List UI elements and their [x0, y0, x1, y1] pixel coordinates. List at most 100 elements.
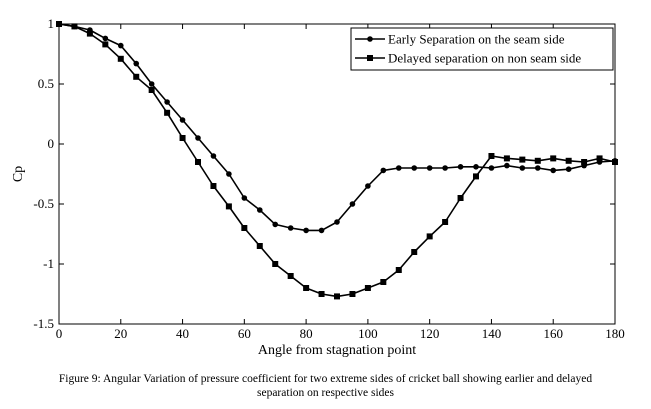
series-2-point	[210, 183, 217, 189]
series-2-point	[581, 159, 588, 165]
series-2-point	[488, 153, 495, 159]
series-2-point	[303, 285, 310, 291]
series-2-point	[225, 203, 232, 210]
figure-caption: Figure 9: Angular Variation of pressure …	[0, 372, 651, 400]
series-2-point	[534, 157, 541, 164]
series-2-point	[179, 135, 186, 141]
x-tick-label: 40	[176, 326, 189, 341]
figure-caption-line-2: separation on respective sides	[257, 387, 394, 399]
series-1-point	[395, 165, 402, 171]
legend: Early Separation on the seam side Delayed…	[350, 27, 614, 71]
series-1-point	[272, 221, 279, 228]
y-tick-label: 0	[48, 136, 55, 151]
series-1-point	[488, 165, 495, 171]
series-2-point	[457, 195, 464, 201]
series-1-point	[164, 99, 170, 105]
series-2-point	[318, 291, 325, 297]
series-2-point	[195, 159, 201, 165]
y-tick-label: 0.5	[38, 76, 54, 91]
y-tick-label: 1	[48, 16, 55, 31]
series-2-point	[117, 55, 124, 62]
x-tick-label: 0	[56, 326, 63, 341]
series-1-point	[226, 171, 232, 177]
series-1-point	[334, 219, 340, 225]
plot-series	[56, 21, 618, 300]
series-1-point	[380, 167, 387, 174]
legend-marker-2	[367, 55, 373, 61]
series-1-point	[473, 164, 479, 170]
series-2-point	[334, 293, 340, 300]
series-2-point	[503, 155, 510, 162]
series-1-point	[504, 162, 510, 169]
series-2-point	[395, 267, 402, 273]
plot-frame	[58, 23, 616, 325]
series-1-point	[349, 201, 356, 207]
x-tick-label: 100	[358, 326, 378, 341]
series-1-point	[565, 166, 572, 172]
series-2-point	[86, 30, 93, 37]
series-2-point	[256, 243, 263, 249]
y-tick-label: -0.5	[33, 196, 54, 211]
series-1-point	[102, 35, 109, 42]
series-1-point	[550, 167, 557, 174]
series-1-point	[426, 165, 433, 171]
series-1-point	[519, 165, 526, 171]
series-2-point	[272, 261, 279, 267]
series-2-point	[473, 173, 479, 180]
series-2-point	[148, 87, 155, 93]
y-tick-label: -1.5	[33, 316, 54, 331]
figure-caption-line-1: Figure 9: Angular Variation of pressure …	[58, 373, 593, 385]
y-axis-label: Cp	[11, 166, 26, 182]
series-2-point	[364, 285, 371, 291]
legend-box	[350, 27, 614, 71]
x-tick-label: 120	[420, 326, 440, 341]
series-2-point	[133, 73, 140, 80]
series-2-point	[241, 225, 248, 231]
plot-axes: 0 20 40 60 80 100 120 140 160 180 -1.5 -1 -0.5 0 0.5 1 A…	[11, 16, 625, 358]
series-2	[56, 21, 618, 300]
series-2-point	[426, 233, 433, 240]
series-2-point	[519, 156, 526, 163]
series-2-point	[164, 109, 171, 116]
series-1-point	[195, 135, 201, 141]
series-1-point	[365, 183, 371, 189]
series-2-point	[550, 155, 557, 162]
series-1-point	[133, 60, 140, 67]
series-1-point	[534, 165, 541, 171]
series-2-point	[612, 159, 618, 165]
x-tick-label: 180	[605, 326, 625, 341]
y-tick-label: -1	[43, 256, 54, 271]
x-tick-label: 20	[114, 326, 127, 341]
legend-marker-1	[367, 36, 373, 42]
x-tick-label: 160	[543, 326, 563, 341]
series-1-point	[303, 227, 309, 234]
series-2-point	[349, 291, 356, 297]
series-2-point	[287, 273, 294, 279]
series-1-point	[210, 153, 217, 159]
series-2-point	[565, 157, 572, 164]
legend-label-2: Delayed separation on non seam side	[388, 51, 581, 66]
x-tick-label: 140	[482, 326, 502, 341]
series-1-point	[179, 117, 186, 123]
series-1-point	[457, 164, 464, 170]
series-2-point	[102, 41, 109, 48]
series-1-point	[411, 165, 418, 171]
legend-label-1: Early Separation on the seam side	[388, 32, 565, 47]
series-2-point	[596, 155, 603, 162]
x-axis-label: Angle from stagnation point	[258, 343, 416, 358]
series-2-point	[380, 279, 387, 285]
series-1-point	[256, 207, 263, 213]
series-2-point	[411, 249, 418, 255]
series-2-point	[442, 219, 449, 225]
x-tick-label: 80	[300, 326, 313, 341]
series-1-point	[241, 195, 248, 201]
series-2-point	[56, 21, 62, 27]
series-1-point	[442, 165, 448, 171]
series-1-point	[287, 225, 294, 231]
series-1-point	[117, 42, 124, 49]
series-1-point	[148, 81, 155, 87]
series-2-point	[71, 23, 78, 30]
x-tick-label: 60	[238, 326, 251, 341]
series-1-point	[318, 227, 325, 234]
